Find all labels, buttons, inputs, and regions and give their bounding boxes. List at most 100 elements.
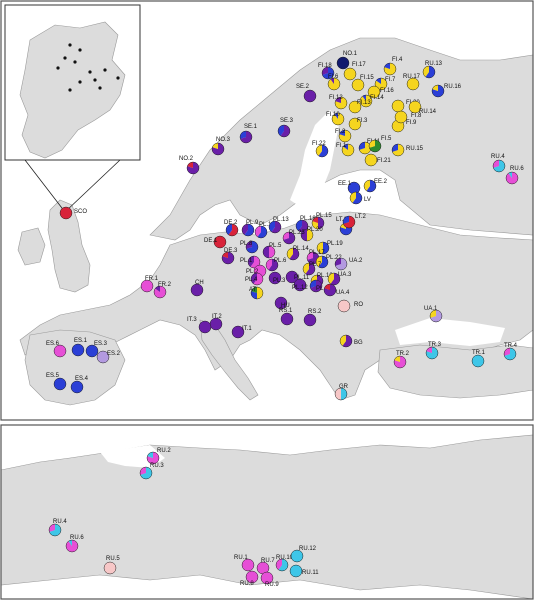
pie-outline xyxy=(213,235,227,249)
pie-chart-ru-2: RU.2 xyxy=(146,448,171,465)
pie-chart-es-4: ES.4 xyxy=(70,376,89,394)
site-label: SE.3 xyxy=(280,118,294,124)
site-label: LV xyxy=(364,197,371,203)
pie-outline xyxy=(186,161,200,175)
pie-slice-yellow xyxy=(368,86,380,98)
pie-chart-ru-13: RU.13 xyxy=(422,61,443,79)
site-label: DE.3 xyxy=(224,248,238,254)
pie-slice-magenta xyxy=(257,562,269,574)
pie-outline xyxy=(285,270,299,284)
pie-chart-no-2: NO.2 xyxy=(179,156,200,175)
site-label: FI.8 xyxy=(411,113,422,119)
pie-chart-tr-2: TR.2 xyxy=(393,351,410,369)
pie-outline xyxy=(71,343,85,357)
pie-slice-lavender xyxy=(430,310,443,322)
pie-outline xyxy=(368,139,382,153)
site-label: RU.7 xyxy=(261,558,275,564)
site-label: PL.3 xyxy=(273,278,286,284)
pie-chart-ru-1: RU.1 xyxy=(234,555,255,572)
pie-chart-se-3: SE.3 xyxy=(277,118,294,138)
pie-outline xyxy=(321,66,335,80)
site-label: UA.2 xyxy=(349,258,363,264)
pie-outline xyxy=(311,216,325,230)
pie-outline xyxy=(70,380,84,394)
pie-slice-green xyxy=(369,140,382,153)
turkey-land xyxy=(377,344,534,399)
pie-outline xyxy=(103,561,117,575)
pie-outline xyxy=(290,549,304,563)
pie-chart-fr-1: FR.1 xyxy=(140,276,159,293)
pie-slice-blue xyxy=(322,67,334,79)
site-label: RO xyxy=(354,302,363,308)
pie-chart-fi-18: FI.18 xyxy=(318,63,335,80)
pie-chart-es-6: ES.6 xyxy=(46,341,67,358)
site-label: PL.12 xyxy=(292,285,308,291)
pie-chart-pl-1: PL.1 xyxy=(240,255,261,269)
site-label: RU.14 xyxy=(419,109,437,115)
site-label: FI.18 xyxy=(318,63,332,69)
pie-slice-lavender xyxy=(335,258,348,271)
pie-slice-purple xyxy=(304,314,316,326)
pie-chart-ru-15: RU.15 xyxy=(391,143,424,157)
pie-chart-fi-16: FI.16 xyxy=(367,85,394,99)
sample-point xyxy=(98,86,102,90)
ireland-land xyxy=(17,227,46,266)
pie-outline xyxy=(334,387,348,401)
site-label: CH xyxy=(195,280,204,286)
pie-slice-yellow xyxy=(287,248,293,259)
pie-chart-no-3: NO.3 xyxy=(211,137,231,156)
pie-slice-magenta xyxy=(54,345,66,357)
pie-outline xyxy=(139,466,153,480)
site-label: PL.7 xyxy=(309,262,322,268)
site-label: PL.23 xyxy=(289,230,305,236)
pie-slice-blue xyxy=(359,142,365,150)
pie-chart-pl-5: PL.5 xyxy=(262,243,282,259)
pie-slice-purple xyxy=(263,246,269,258)
pie-outline xyxy=(505,171,519,185)
pie-slice-purple xyxy=(322,67,328,75)
pie-outline xyxy=(282,231,296,245)
pie-slice-blue xyxy=(54,378,66,390)
pie-slice-blue xyxy=(251,291,257,299)
pie-outline xyxy=(250,286,264,300)
pie-chart-ru-16: RU.16 xyxy=(431,84,462,98)
pie-slice-purple xyxy=(268,259,279,271)
pie-outline xyxy=(348,100,362,114)
pie-chart-pl-6: PL.6 xyxy=(265,258,287,272)
pie-slice-blue xyxy=(425,66,435,78)
pie-outline xyxy=(309,279,323,293)
pie-chart-sco: SCO xyxy=(59,206,87,220)
pie-slice-purple xyxy=(301,229,307,241)
pie-chart-es-1: ES.1 xyxy=(71,338,88,357)
pie-outline xyxy=(334,257,348,271)
site-label: AT xyxy=(249,287,257,293)
pie-slice-blue xyxy=(391,144,398,152)
pie-outline xyxy=(383,62,397,76)
pie-chart-ru-8: RU.8 xyxy=(240,570,259,587)
site-label: PL.11 xyxy=(294,275,310,281)
pie-chart-fr-2: FR.2 xyxy=(153,282,172,299)
pie-outline xyxy=(96,350,110,364)
pie-outline xyxy=(198,320,212,334)
pie-slice-purple xyxy=(269,272,281,284)
pie-slice-yellow xyxy=(394,356,400,362)
bottom-panel-pie-charts: RU.2 RU.3 RU.4 RU.6 RU.5 RU.1 RU.7 RU.8 RU.9 RU.1… xyxy=(48,448,319,588)
pie-outline xyxy=(422,65,436,79)
pie-chart-pl-14: PL.14 xyxy=(286,246,309,261)
pie-outline xyxy=(351,78,365,92)
pie-slice-cyan xyxy=(147,452,153,458)
pie-chart-bg: BG xyxy=(339,334,363,348)
pie-outline xyxy=(268,220,282,234)
pie-chart-fi-5: FI.5 xyxy=(368,136,392,153)
site-label: RU.9 xyxy=(265,582,279,588)
pie-slice-yellow xyxy=(332,113,345,126)
pie-outline xyxy=(406,77,420,91)
pie-chart-it-3: IT.3 xyxy=(187,317,212,334)
pie-chart-ru-9: RU.9 xyxy=(260,571,279,588)
pie-slice-magenta xyxy=(250,256,260,268)
pie-outline xyxy=(336,56,350,70)
site-label: FI.6 xyxy=(328,74,339,80)
pie-outline xyxy=(153,285,167,299)
pie-slice-blue xyxy=(226,224,232,235)
site-label: SCO xyxy=(74,209,87,215)
